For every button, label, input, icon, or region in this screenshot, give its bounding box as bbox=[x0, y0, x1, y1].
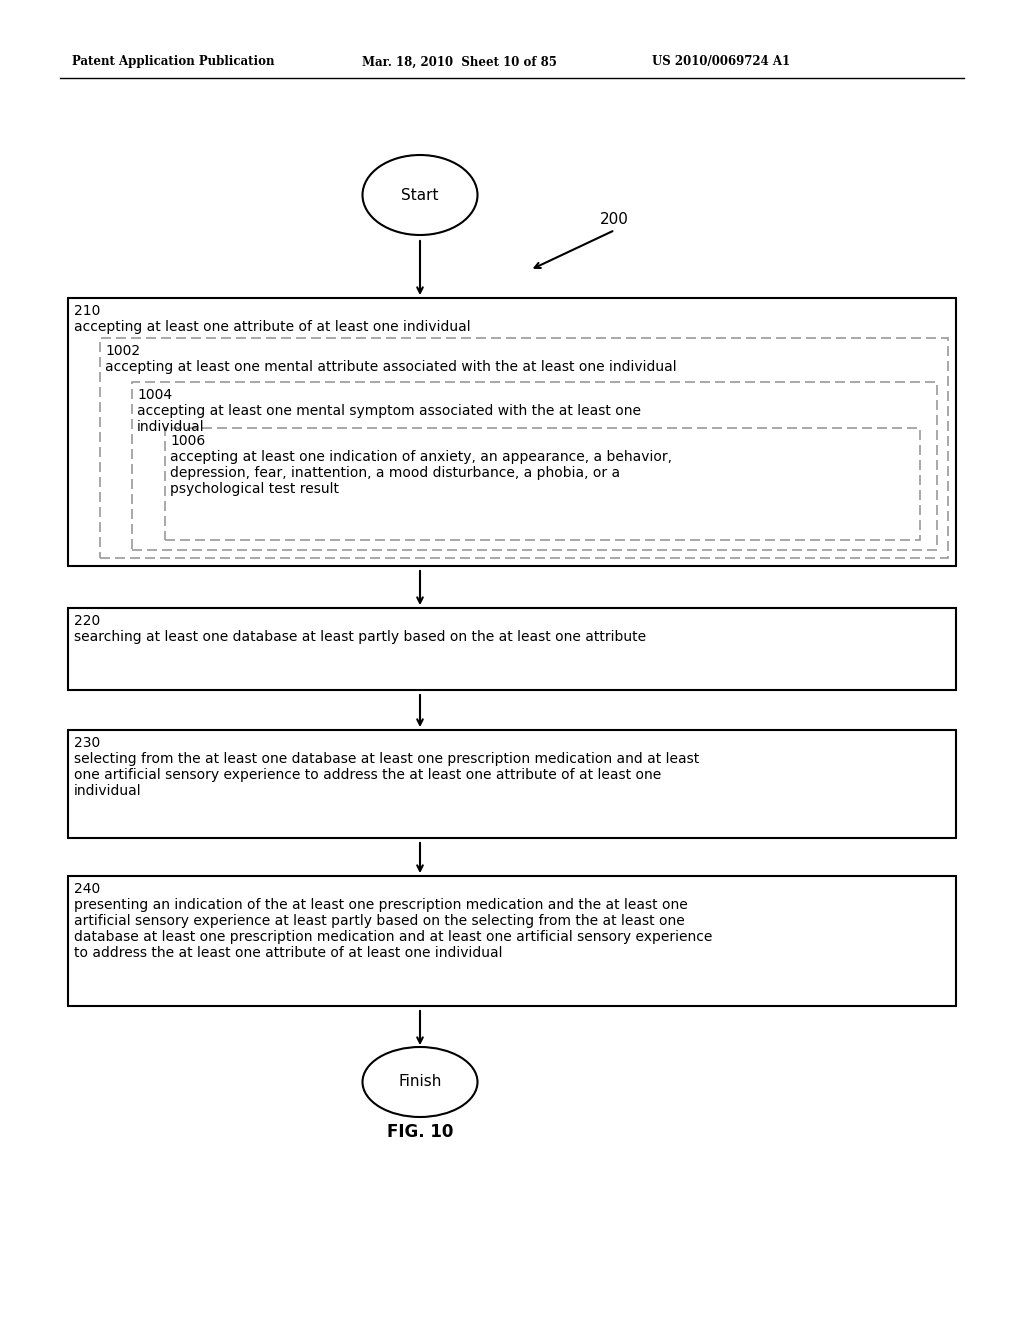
Text: depression, fear, inattention, a mood disturbance, a phobia, or a: depression, fear, inattention, a mood di… bbox=[170, 466, 621, 480]
Text: accepting at least one mental symptom associated with the at least one: accepting at least one mental symptom as… bbox=[137, 404, 641, 418]
Text: 1002: 1002 bbox=[105, 345, 140, 358]
Text: 210: 210 bbox=[74, 304, 100, 318]
Text: accepting at least one indication of anxiety, an appearance, a behavior,: accepting at least one indication of anx… bbox=[170, 450, 672, 465]
Text: 1006: 1006 bbox=[170, 434, 205, 447]
Text: individual: individual bbox=[137, 420, 205, 434]
Ellipse shape bbox=[362, 1047, 477, 1117]
Ellipse shape bbox=[362, 154, 477, 235]
Text: artificial sensory experience at least partly based on the selecting from the at: artificial sensory experience at least p… bbox=[74, 913, 685, 928]
Bar bbox=[165, 428, 920, 540]
Bar bbox=[132, 381, 937, 550]
Text: FIG. 10: FIG. 10 bbox=[387, 1123, 454, 1140]
Text: searching at least one database at least partly based on the at least one attrib: searching at least one database at least… bbox=[74, 630, 646, 644]
Text: 230: 230 bbox=[74, 737, 100, 750]
Text: 240: 240 bbox=[74, 882, 100, 896]
Text: psychological test result: psychological test result bbox=[170, 482, 339, 496]
Bar bbox=[68, 609, 956, 690]
Text: 200: 200 bbox=[600, 213, 629, 227]
Text: 220: 220 bbox=[74, 614, 100, 628]
Text: US 2010/0069724 A1: US 2010/0069724 A1 bbox=[652, 55, 791, 69]
Bar bbox=[68, 730, 956, 838]
Text: selecting from the at least one database at least one prescription medication an: selecting from the at least one database… bbox=[74, 752, 699, 766]
Text: to address the at least one attribute of at least one individual: to address the at least one attribute of… bbox=[74, 946, 503, 960]
Text: accepting at least one mental attribute associated with the at least one individ: accepting at least one mental attribute … bbox=[105, 360, 677, 374]
Text: individual: individual bbox=[74, 784, 141, 799]
Text: Start: Start bbox=[401, 187, 438, 202]
Text: 1004: 1004 bbox=[137, 388, 172, 403]
Bar bbox=[68, 298, 956, 566]
Text: presenting an indication of the at least one prescription medication and the at : presenting an indication of the at least… bbox=[74, 898, 688, 912]
Text: one artificial sensory experience to address the at least one attribute of at le: one artificial sensory experience to add… bbox=[74, 768, 662, 781]
Text: Mar. 18, 2010  Sheet 10 of 85: Mar. 18, 2010 Sheet 10 of 85 bbox=[362, 55, 557, 69]
Text: Finish: Finish bbox=[398, 1074, 441, 1089]
Text: Patent Application Publication: Patent Application Publication bbox=[72, 55, 274, 69]
Bar bbox=[100, 338, 948, 558]
Text: accepting at least one attribute of at least one individual: accepting at least one attribute of at l… bbox=[74, 319, 471, 334]
Bar bbox=[68, 876, 956, 1006]
Text: database at least one prescription medication and at least one artificial sensor: database at least one prescription medic… bbox=[74, 931, 713, 944]
